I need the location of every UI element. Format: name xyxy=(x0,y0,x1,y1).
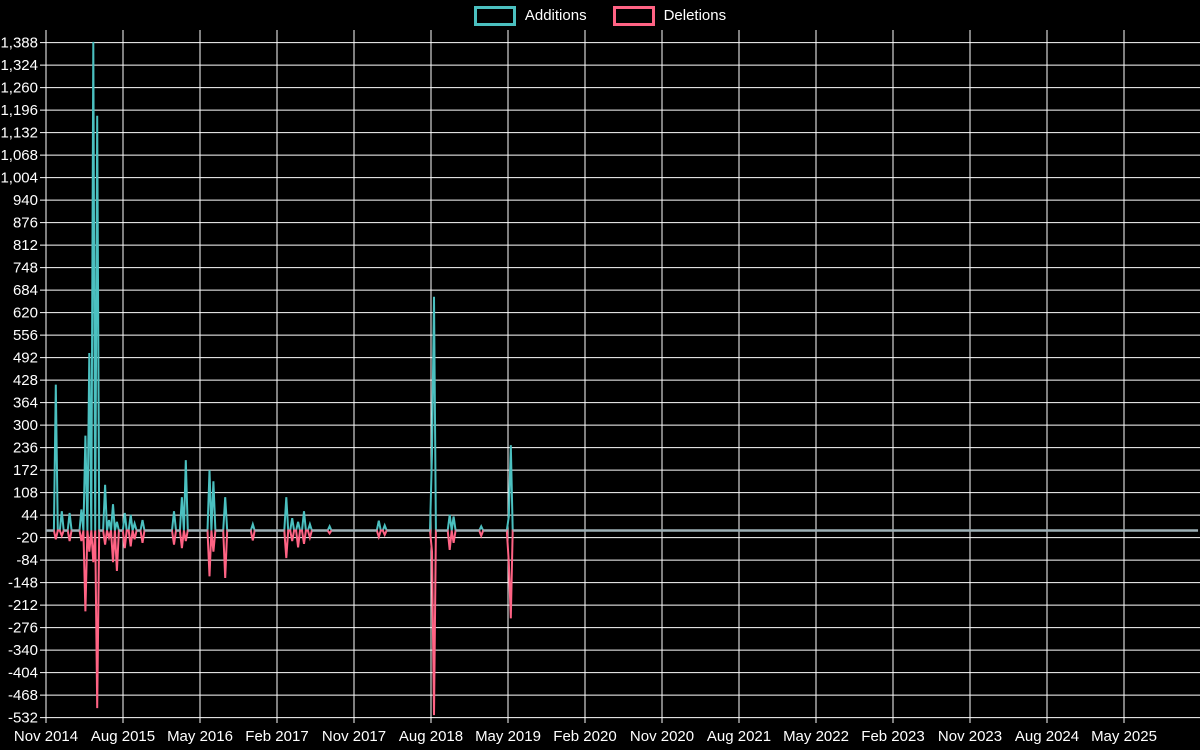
y-tick-label: 108 xyxy=(13,485,38,502)
y-tick-label: 300 xyxy=(13,417,38,434)
y-tick-label: -212 xyxy=(8,597,38,614)
y-tick-label: 1,068 xyxy=(0,147,38,164)
y-tick-label: -468 xyxy=(8,687,38,704)
y-tick-label: -404 xyxy=(8,665,38,682)
x-tick-label: Aug 2021 xyxy=(707,728,771,745)
y-tick-label: 236 xyxy=(13,440,38,457)
y-tick-label: 1,132 xyxy=(0,125,38,142)
x-tick-label: Aug 2015 xyxy=(91,728,155,745)
deletions-swatch-icon xyxy=(612,6,655,26)
x-tick-label: Feb 2017 xyxy=(245,728,308,745)
y-tick-label: 620 xyxy=(13,305,38,322)
y-tick-label: 428 xyxy=(13,372,38,389)
y-tick-label: -276 xyxy=(8,620,38,637)
y-tick-label: -148 xyxy=(8,575,38,592)
x-axis-labels: Nov 2014 Aug 2015 May 2016 Feb 2017 Nov 2017… xyxy=(14,728,1157,745)
y-tick-label: 1,196 xyxy=(0,102,38,119)
y-tick-label: 748 xyxy=(13,260,38,277)
deletions-line xyxy=(46,529,1198,716)
additions-line xyxy=(46,41,1198,532)
x-tick-label: Aug 2024 xyxy=(1015,728,1079,745)
chart-legend: Additions Deletions xyxy=(0,6,1200,26)
y-tick-label: 812 xyxy=(13,237,38,254)
legend-item-deletions[interactable]: Deletions xyxy=(612,6,727,26)
x-tick-label: Nov 2014 xyxy=(14,728,78,745)
x-tick-label: Feb 2020 xyxy=(553,728,616,745)
y-tick-label: 1,324 xyxy=(0,57,38,74)
y-tick-label: 492 xyxy=(13,350,38,367)
additions-legend-label: Additions xyxy=(524,7,587,24)
x-tick-label: Nov 2017 xyxy=(322,728,386,745)
y-tick-label: 1,388 xyxy=(0,35,38,52)
y-tick-label: 172 xyxy=(13,462,38,479)
x-tick-label: Aug 2018 xyxy=(399,728,463,745)
y-tick-label: 1,004 xyxy=(0,170,38,187)
y-tick-label: 364 xyxy=(13,395,38,412)
x-tick-label: May 2025 xyxy=(1091,728,1157,745)
legend-item-additions[interactable]: Additions xyxy=(473,6,587,26)
y-tick-label: 876 xyxy=(13,215,38,232)
x-tick-label: Nov 2023 xyxy=(938,728,1002,745)
x-tick-label: May 2019 xyxy=(475,728,541,745)
y-tick-label: 1,260 xyxy=(0,80,38,97)
deletions-legend-label: Deletions xyxy=(663,7,727,24)
y-tick-label: 556 xyxy=(13,327,38,344)
y-tick-label: -532 xyxy=(8,710,38,727)
y-axis-labels: 1,388 1,324 1,260 1,196 1,132 1,068 1,004 940 87… xyxy=(0,35,38,727)
y-tick-label: 940 xyxy=(13,192,38,209)
y-tick-label: 44 xyxy=(21,507,38,524)
x-tick-label: May 2022 xyxy=(783,728,849,745)
x-tick-label: Feb 2023 xyxy=(861,728,924,745)
grid-lines xyxy=(40,30,1200,723)
x-tick-label: May 2016 xyxy=(167,728,233,745)
additions-swatch-icon xyxy=(473,6,516,26)
y-tick-label: -84 xyxy=(16,552,38,569)
x-tick-label: Nov 2020 xyxy=(630,728,694,745)
y-tick-label: -340 xyxy=(8,642,38,659)
y-tick-label: -20 xyxy=(16,530,38,547)
y-tick-label: 684 xyxy=(13,282,38,299)
